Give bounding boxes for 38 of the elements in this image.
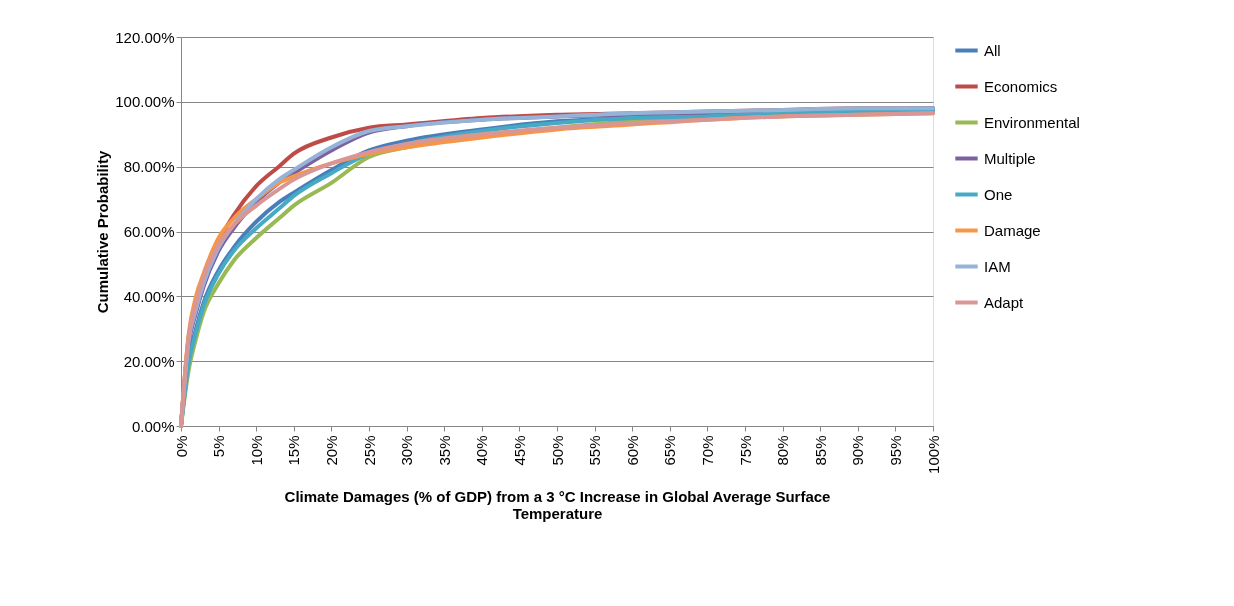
y-tick-label: 60.00% (123, 223, 175, 240)
x-tick-label: 40% (473, 435, 491, 466)
x-tick-label: 45% (510, 435, 528, 466)
x-tick-label: 5% (210, 435, 228, 458)
x-tick-label: 30% (398, 435, 416, 466)
legend-label: Multiple (984, 149, 1036, 167)
x-tick-label: 20% (322, 435, 340, 466)
x-tick-label: 15% (285, 435, 303, 466)
x-tick-label: 25% (360, 435, 378, 466)
x-tick-label: 100% (924, 435, 942, 474)
x-tick-label: 35% (435, 435, 453, 466)
y-tick-label: 120.00% (115, 28, 175, 46)
legend-label: IAM (984, 257, 1011, 275)
legend-label: Damage (984, 221, 1041, 239)
x-axis-title: Climate Damages (% of GDP) from a 3 °C Increase in Global Average Surface Temperature (284, 487, 831, 522)
y-tick-label: 100.00% (115, 93, 175, 111)
x-tick-label: 90% (849, 435, 867, 466)
x-tick-label: 0% (172, 435, 190, 458)
x-tick-label: 80% (774, 435, 792, 466)
y-tick-label: 40.00% (123, 287, 175, 305)
x-tick-label: 75% (736, 435, 754, 466)
x-tick-label: 95% (886, 435, 904, 466)
y-tick-label: 0.00% (131, 417, 175, 435)
legend-label: All (984, 41, 1001, 59)
x-tick-label: 70% (698, 435, 716, 466)
x-tick-label: 60% (623, 435, 641, 466)
legend-label: Economics (984, 77, 1058, 95)
x-tick-label: 85% (811, 435, 829, 466)
legend-label: One (984, 185, 1013, 203)
y-tick-label: 80.00% (123, 158, 175, 176)
x-tick-label: 50% (548, 435, 566, 466)
x-tick-label: 55% (586, 435, 604, 466)
x-tick-label: 10% (247, 435, 265, 466)
legend-label: Adapt (984, 293, 1025, 311)
y-axis-title: Cumulative Probability (94, 150, 112, 314)
y-tick-label: 20.00% (123, 352, 175, 370)
x-tick-label: 65% (661, 435, 679, 466)
legend-label: Environmental (984, 113, 1080, 131)
